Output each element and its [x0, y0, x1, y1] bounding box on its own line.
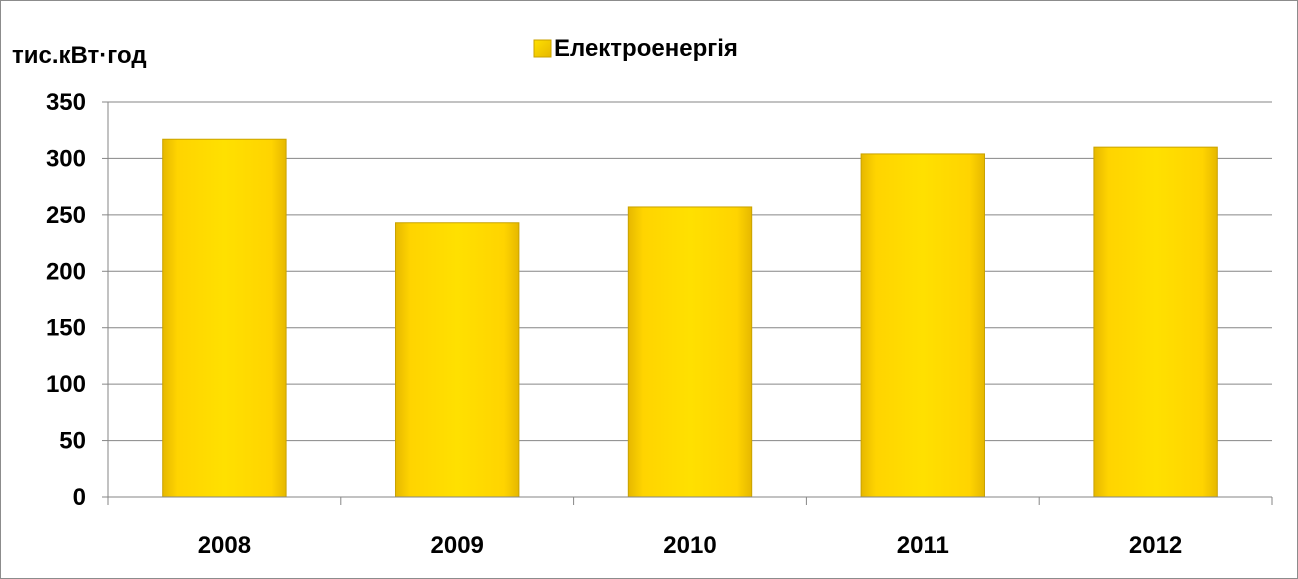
legend-swatch	[534, 40, 551, 57]
x-tick-label: 2012	[1129, 532, 1182, 559]
y-tick-label: 50	[59, 428, 86, 455]
x-tick-label: 2010	[663, 532, 716, 559]
y-tick-label: 0	[73, 484, 86, 511]
y-tick-label: 150	[46, 315, 86, 342]
y-tick-label: 350	[46, 89, 86, 116]
bars	[163, 139, 1218, 497]
x-tick-labels: 2008 2009 2010 2011 2012	[198, 532, 1183, 559]
legend-label: Електроенергія	[554, 35, 738, 62]
x-tick-label: 2011	[897, 532, 949, 559]
x-tick-label: 2008	[198, 532, 251, 559]
bar-2008	[163, 139, 286, 497]
y-tick-label: 200	[46, 258, 86, 285]
x-tick-label: 2009	[431, 532, 484, 559]
y-tick-label: 100	[46, 371, 86, 398]
bar-2009	[396, 223, 519, 497]
y-tick-labels: 0 50 100 150 200 250 300 350	[46, 89, 86, 511]
bar-2010	[628, 207, 751, 497]
bar-2011	[861, 154, 984, 497]
y-tick-label: 300	[46, 145, 86, 172]
y-tick-label: 250	[46, 202, 86, 229]
y-axis-label: тис.кВт·год	[12, 42, 147, 69]
legend: Електроенергія	[534, 35, 738, 62]
bar-2012	[1094, 147, 1217, 497]
